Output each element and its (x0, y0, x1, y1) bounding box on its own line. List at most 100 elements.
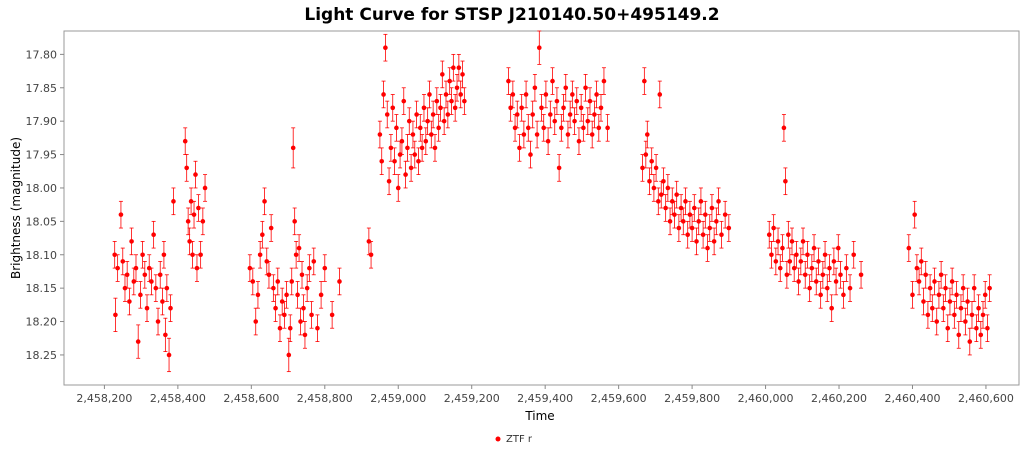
data-point (543, 80, 549, 109)
point-marker (277, 325, 283, 331)
data-point (777, 254, 783, 282)
data-point (936, 281, 942, 309)
data-point (820, 261, 826, 289)
data-point (685, 220, 690, 249)
data-point (980, 301, 986, 329)
data-point (406, 107, 412, 135)
point-marker (250, 279, 256, 284)
point-marker (829, 305, 834, 311)
data-point (318, 281, 324, 309)
x-tick-label: 2,459,800 (664, 392, 720, 405)
data-point (781, 114, 787, 142)
x-tick-label: 2,458,600 (223, 392, 279, 405)
data-point (309, 301, 314, 329)
data-point (160, 287, 165, 316)
data-point (642, 67, 647, 95)
x-tick-label: 2,459,000 (370, 392, 426, 405)
point-marker (692, 205, 697, 211)
point-marker (644, 132, 650, 137)
point-marker (672, 212, 677, 217)
data-point (556, 154, 562, 182)
point-marker (661, 178, 666, 184)
point-marker (561, 105, 566, 111)
point-marker (264, 259, 270, 264)
legend: ZTF r (495, 434, 533, 445)
data-point (680, 207, 686, 236)
point-marker (784, 272, 790, 278)
y-tick-label: 17.85 (26, 82, 58, 95)
point-marker (406, 118, 412, 124)
data-point (194, 254, 200, 282)
data-point (794, 240, 799, 269)
data-point (598, 94, 604, 122)
data-point (943, 274, 948, 302)
data-points (112, 30, 992, 373)
point-marker (399, 138, 405, 144)
x-tick-label: 2,460,200 (811, 392, 867, 405)
data-point (938, 261, 944, 289)
point-marker (811, 245, 817, 251)
data-point (941, 294, 946, 322)
data-point (934, 307, 940, 336)
data-point (416, 147, 421, 176)
point-marker (769, 252, 774, 258)
data-point (663, 194, 668, 222)
point-marker (647, 178, 652, 184)
data-point (783, 167, 788, 196)
point-marker (519, 105, 524, 111)
data-point (976, 294, 981, 322)
data-point (508, 94, 513, 122)
point-marker (255, 292, 261, 298)
point-marker (131, 279, 137, 284)
point-marker (963, 319, 968, 324)
point-marker (438, 105, 443, 111)
data-point (113, 297, 118, 332)
data-point (858, 261, 864, 289)
data-point (514, 100, 520, 129)
data-point (927, 274, 933, 302)
point-marker (460, 72, 465, 77)
point-marker (685, 232, 690, 238)
point-marker (290, 145, 296, 151)
data-point (910, 281, 915, 309)
data-point (539, 94, 544, 122)
point-marker (800, 239, 806, 244)
point-marker (416, 158, 421, 164)
point-marker (514, 112, 520, 117)
data-point (651, 174, 657, 202)
point-marker (377, 132, 383, 137)
point-marker (567, 112, 573, 117)
point-marker (773, 259, 779, 264)
data-point (581, 114, 586, 142)
point-marker (775, 239, 781, 244)
x-tick-label: 2,460,000 (738, 392, 794, 405)
point-marker (202, 185, 208, 191)
point-marker (949, 279, 955, 284)
data-point (124, 261, 130, 289)
point-marker (771, 225, 776, 231)
point-marker (190, 252, 195, 258)
point-marker (912, 212, 917, 217)
point-marker (605, 125, 610, 131)
point-marker (368, 252, 374, 258)
data-point (337, 267, 342, 296)
data-point (322, 254, 328, 282)
point-marker (910, 292, 915, 298)
point-marker (284, 292, 289, 298)
y-tick-label: 17.80 (26, 48, 58, 61)
data-point (703, 200, 708, 229)
point-marker (918, 259, 924, 264)
point-marker (432, 145, 438, 151)
point-marker (517, 145, 522, 151)
point-marker (827, 265, 832, 271)
point-marker (777, 265, 783, 271)
data-point (438, 94, 443, 122)
data-point (844, 254, 849, 282)
point-marker (187, 239, 192, 244)
data-point (683, 187, 688, 216)
point-marker (594, 92, 599, 97)
data-point (451, 53, 456, 82)
point-marker (798, 259, 804, 264)
data-point (284, 281, 289, 309)
point-marker (112, 252, 117, 258)
